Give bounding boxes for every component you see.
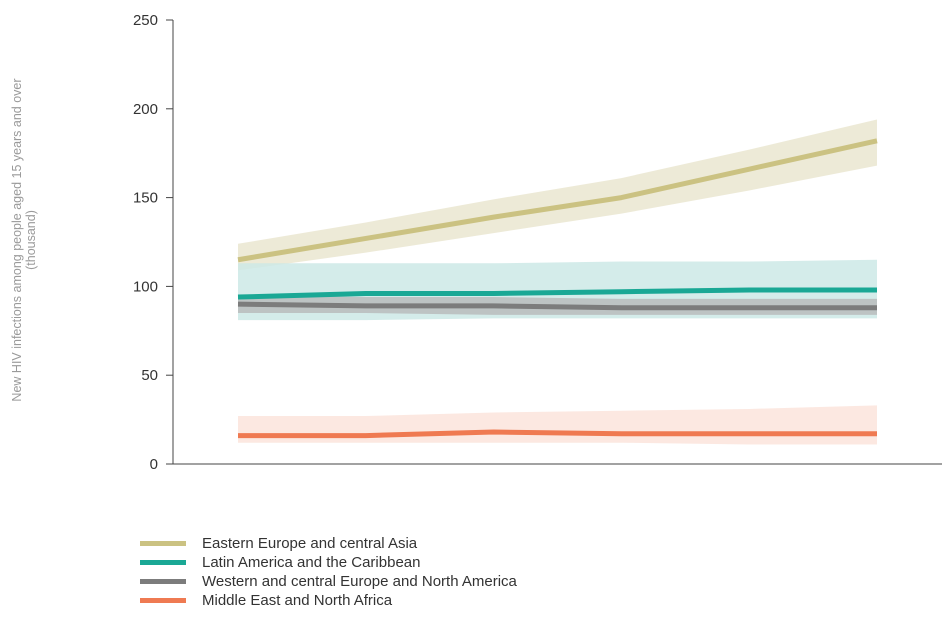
y-tick-label: 50 <box>141 367 158 384</box>
confidence-band <box>238 405 877 445</box>
legend-swatch <box>140 560 186 565</box>
legend-item: Latin America and the Caribbean <box>140 553 517 572</box>
legend: Eastern Europe and central Asia Latin Ame… <box>140 534 517 610</box>
y-ticks: 0 50 100 150 200 250 <box>133 12 173 470</box>
y-tick-label: 100 <box>133 278 158 295</box>
y-tick-label: 0 <box>150 456 158 470</box>
legend-swatch <box>140 598 186 603</box>
legend-item: Eastern Europe and central Asia <box>140 534 517 553</box>
y-tick-label: 250 <box>133 12 158 29</box>
legend-label: Latin America and the Caribbean <box>202 554 421 571</box>
legend-item: Western and central Europe and North Ame… <box>140 572 517 591</box>
legend-item: Middle East and North Africa <box>140 591 517 610</box>
confidence-band <box>238 119 877 271</box>
series-line <box>238 429 877 439</box>
series-lines <box>237 138 878 439</box>
legend-swatch <box>140 579 186 584</box>
y-axis-label: New HIV infections among people aged 15 … <box>10 78 38 402</box>
y-tick-label: 200 <box>133 101 158 118</box>
confidence-bands <box>238 119 877 445</box>
series-line <box>237 138 878 263</box>
series-line <box>237 301 877 311</box>
axes <box>172 20 942 465</box>
y-tick-label: 150 <box>133 190 158 207</box>
y-axis-label-container: New HIV infections among people aged 15 … <box>0 0 50 470</box>
legend-label: Middle East and North Africa <box>202 592 393 609</box>
series-line <box>237 287 877 300</box>
legend-label: Western and central Europe and North Ame… <box>202 573 517 590</box>
legend-swatch <box>140 541 186 546</box>
legend-label: Eastern Europe and central Asia <box>202 535 418 552</box>
